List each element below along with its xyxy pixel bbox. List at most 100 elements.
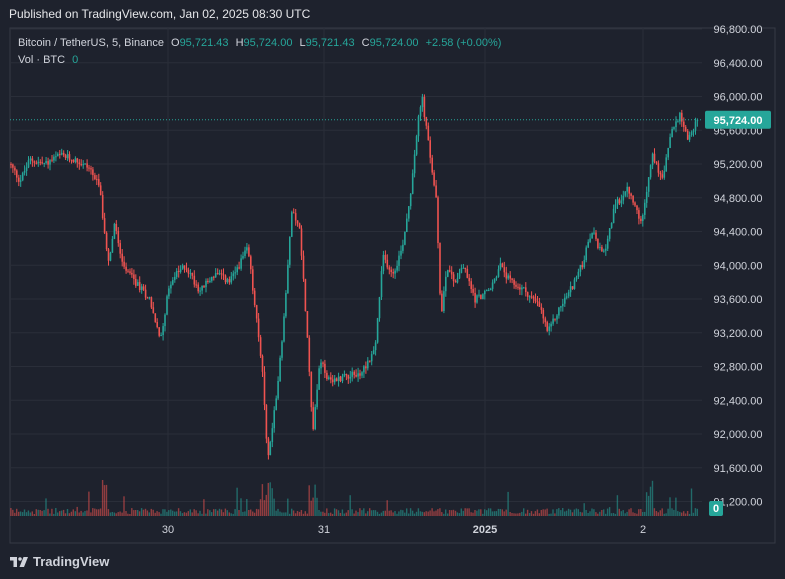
volume-bar (400, 509, 402, 516)
candle-body (150, 297, 153, 308)
volume-bar (452, 509, 455, 516)
volume-bar (267, 482, 269, 516)
volume-bar (142, 509, 145, 516)
candle-body (491, 282, 494, 289)
volume-bar (386, 500, 388, 516)
candle-body (193, 275, 196, 285)
volume-bar (14, 512, 16, 516)
candle-body (655, 161, 658, 164)
tradingview-logo[interactable]: TradingView (10, 554, 109, 569)
volume-bar (447, 513, 449, 516)
candle-body (517, 286, 519, 288)
volume-bar (183, 512, 186, 516)
candle-body (92, 169, 94, 176)
volume-bar (109, 512, 112, 516)
candle-body (53, 156, 55, 161)
candle-body (51, 159, 53, 161)
volume-bar (175, 511, 178, 516)
candle-body (573, 279, 576, 289)
candle-body (10, 164, 12, 165)
candle-body (23, 171, 26, 173)
candle-body (597, 238, 599, 248)
candle-body (152, 307, 155, 314)
candle-body (388, 267, 391, 270)
price-tick-label: 93,200.00 (714, 328, 763, 340)
volume-bar (464, 508, 466, 516)
volume-bar (35, 509, 37, 516)
volume-bar (669, 497, 671, 516)
candle-body (622, 195, 625, 201)
volume-bar (376, 511, 379, 516)
candle-body (540, 306, 543, 310)
candle-body (497, 269, 500, 277)
last-price-badge (705, 110, 771, 129)
candle-body (468, 277, 470, 282)
candle-body (43, 162, 45, 164)
volume-bar (86, 510, 88, 516)
candle-body (661, 174, 664, 178)
candle-body (663, 171, 666, 178)
candle-body (109, 252, 112, 261)
candle-body (277, 381, 279, 399)
candle-body (450, 271, 453, 275)
candle-body (99, 185, 102, 195)
price-tick-label: 91,200.00 (714, 497, 763, 509)
volume-bar (696, 508, 698, 516)
volume-bar (536, 509, 539, 516)
candle-body (179, 269, 182, 272)
volume-bar (355, 510, 357, 516)
candle-body (211, 276, 213, 281)
volume-bar (519, 512, 521, 516)
candle-body (302, 255, 305, 279)
volume-bar (137, 510, 139, 516)
candle-body (18, 177, 20, 182)
volume-bar (684, 513, 687, 516)
volume-bar (82, 512, 84, 516)
volume-bar (651, 480, 654, 516)
volume-bar (197, 513, 199, 516)
volume-bar (382, 510, 384, 516)
volume-bar (220, 509, 223, 516)
candle-body (612, 208, 615, 224)
candle-body (331, 379, 334, 383)
legend-change: +2.58 (+0.00%) (426, 37, 502, 49)
candle-body (429, 140, 431, 158)
candle-body (84, 163, 86, 165)
candle-body (482, 294, 484, 300)
candle-body (606, 238, 609, 249)
price-axis[interactable]: 96,800.0096,400.0096,000.0095,600.0095,2… (714, 24, 763, 509)
volume-bar (281, 512, 283, 516)
volume-bar (546, 508, 548, 516)
volume-bar (558, 508, 560, 516)
volume-bar (686, 511, 689, 516)
volume-bar (101, 480, 104, 516)
volume-bar (415, 511, 418, 516)
candle-body (536, 301, 539, 303)
candle-body (285, 293, 287, 317)
candle-body (421, 96, 424, 108)
legend-symbol: Bitcoin / TetherUS, 5, Binance (18, 37, 164, 49)
candle-body (406, 218, 408, 232)
volume-bar (331, 513, 334, 516)
candle-body (427, 125, 430, 141)
time-axis[interactable]: 30 31 2025 2 (162, 524, 646, 536)
volume-bar (482, 513, 484, 516)
candle-body (365, 366, 367, 369)
candle-body (456, 278, 459, 283)
volume-bar (96, 509, 98, 516)
candle-body (131, 272, 133, 275)
candle-body (431, 157, 433, 173)
svg-text:Vol · BTC 0: Vol · BTC 0 (18, 54, 78, 66)
volume-bar (425, 511, 427, 516)
candle-body (55, 156, 57, 158)
candle-body (462, 267, 465, 269)
volume-bar (390, 510, 392, 516)
candle-body (425, 117, 428, 126)
candle-body (478, 294, 480, 296)
candle-body (119, 243, 121, 254)
candle-body (129, 271, 131, 273)
candle-body (394, 270, 396, 274)
volume-bar (638, 509, 640, 516)
price-tick-label: 96,400.00 (714, 58, 763, 70)
